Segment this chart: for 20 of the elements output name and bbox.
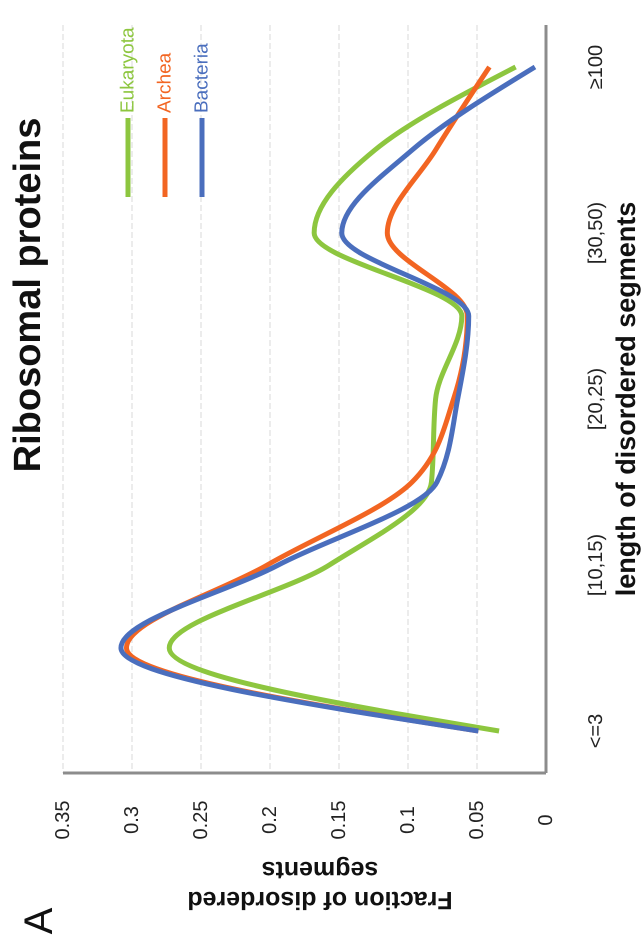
x-tick-label: 0.15 xyxy=(328,800,350,840)
x-tick-label: 0.2 xyxy=(259,806,281,834)
text: Eukaryota xyxy=(118,27,138,113)
text: Bacteria xyxy=(192,42,212,113)
x-tick-label: 0.3 xyxy=(121,806,143,834)
y-tick-label: ≥100 xyxy=(585,44,607,90)
x-tick-label: 0.05 xyxy=(466,800,488,840)
x-tick-label: 0.25 xyxy=(190,800,212,840)
text: A xyxy=(16,906,62,936)
y-tick-label: [30,50) xyxy=(585,202,607,264)
text: Ribosomal proteins xyxy=(6,116,50,474)
y-tick-label: <=3 xyxy=(585,714,607,748)
y-tick-label: [20,25) xyxy=(585,368,607,430)
y-axis-title: length of disordered segments xyxy=(610,200,642,598)
x-tick-label: 0.35 xyxy=(52,800,74,840)
x-axis-title: Fraction of disordered segments xyxy=(186,855,454,915)
text: Archea xyxy=(154,52,176,113)
x-tick-label: 0.1 xyxy=(397,806,419,834)
y-tick-label: [10,15) xyxy=(585,534,607,596)
x-tick-label: 0 xyxy=(535,814,557,826)
